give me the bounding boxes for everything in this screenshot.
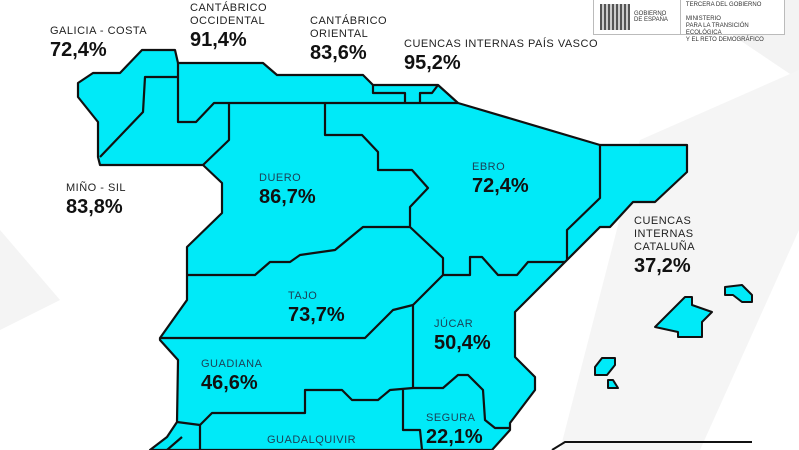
formentera [607,379,619,389]
basin-name: EBRO [472,161,506,173]
basin-label-mino-sil: MIÑO - SIL 83,8% [66,182,126,219]
basin-value: 72,4% [50,39,107,61]
canary-inset-line [551,441,752,450]
basin-value: 83,6% [310,42,367,64]
basin-borders [99,63,602,450]
basin-label-cantabrico-occidental: CANTÁBRICO OCCIDENTAL 91,4% [190,2,280,52]
mallorca [654,296,713,338]
basin-label-cataluna: CUENCAS INTERNAS CATALUÑA 37,2% [634,215,744,278]
logo-text: GOBIERNO [634,11,667,17]
basin-name: SEGURA [426,412,476,424]
logo-text: Y EL RETO DEMOGRÁFICO [685,37,764,43]
coat-of-arms-icon [600,4,630,30]
basin-name: GUADIANA [201,358,263,370]
basin-label-tajo: TAJO 73,7% [288,290,345,327]
basin-value: 37,2% [634,255,691,277]
basin-label-duero: DUERO 86,7% [259,172,316,209]
basin-label-segura: SEGURA 22,1% [426,412,483,449]
basin-label-cantabrico-oriental: CANTÁBRICO ORIENTAL 83,6% [310,15,390,65]
basin-value: 95,2% [404,52,461,74]
basin-name: GUADALQUIVIR [267,434,357,446]
basin-name: JÚCAR [434,318,474,330]
logo-text: DE ESPAÑA [634,17,668,23]
basin-value: 83,8% [66,196,123,218]
menorca [724,284,753,303]
basin-value: 73,7% [288,304,345,326]
basin-label-guadiana: GUADIANA 46,6% [201,358,262,395]
basin-value: 72,4% [472,175,529,197]
ibiza [594,357,616,376]
basin-label-jucar: JÚCAR 50,4% [434,318,491,355]
government-logo: GOBIERNO DE ESPAÑA TERCERA DEL GOBIERNO MI… [593,0,785,43]
basin-value: 86,7% [259,186,316,208]
logo-text: MINISTERIO [685,16,721,22]
background-shape [560,70,799,450]
logo-text: TERCERA DEL GOBIERNO [685,2,762,8]
basin-name: TAJO [288,290,318,302]
logo-text: PARA LA TRANSICIÓN ECOLÓGICA [685,23,749,36]
basin-label-pais-vasco: CUENCAS INTERNAS PAÍS VASCO 95,2% [404,38,598,75]
basin-value: 91,4% [190,29,247,51]
basin-label-guadalquivir: GUADALQUIVIR [267,434,356,447]
basin-name: CANTÁBRICO OCCIDENTAL [190,2,268,27]
basin-name: CUENCAS INTERNAS PAÍS VASCO [404,38,599,50]
basin-name: CANTÁBRICO ORIENTAL [310,15,388,40]
basin-value: 46,6% [201,372,258,394]
balearic-islands [594,284,753,389]
basin-value: 22,1% [426,426,483,448]
basin-name: MIÑO - SIL [66,182,127,194]
basin-value: 50,4% [434,332,491,354]
basin-label-ebro: EBRO 72,4% [472,161,529,198]
mainland [76,48,689,450]
basin-name: CUENCAS INTERNAS CATALUÑA [634,215,696,253]
background-shape [0,230,60,330]
basin-name: GALICIA - COSTA [50,25,148,37]
basin-label-galicia-costa: GALICIA - COSTA 72,4% [50,25,147,62]
basin-name: DUERO [259,172,302,184]
